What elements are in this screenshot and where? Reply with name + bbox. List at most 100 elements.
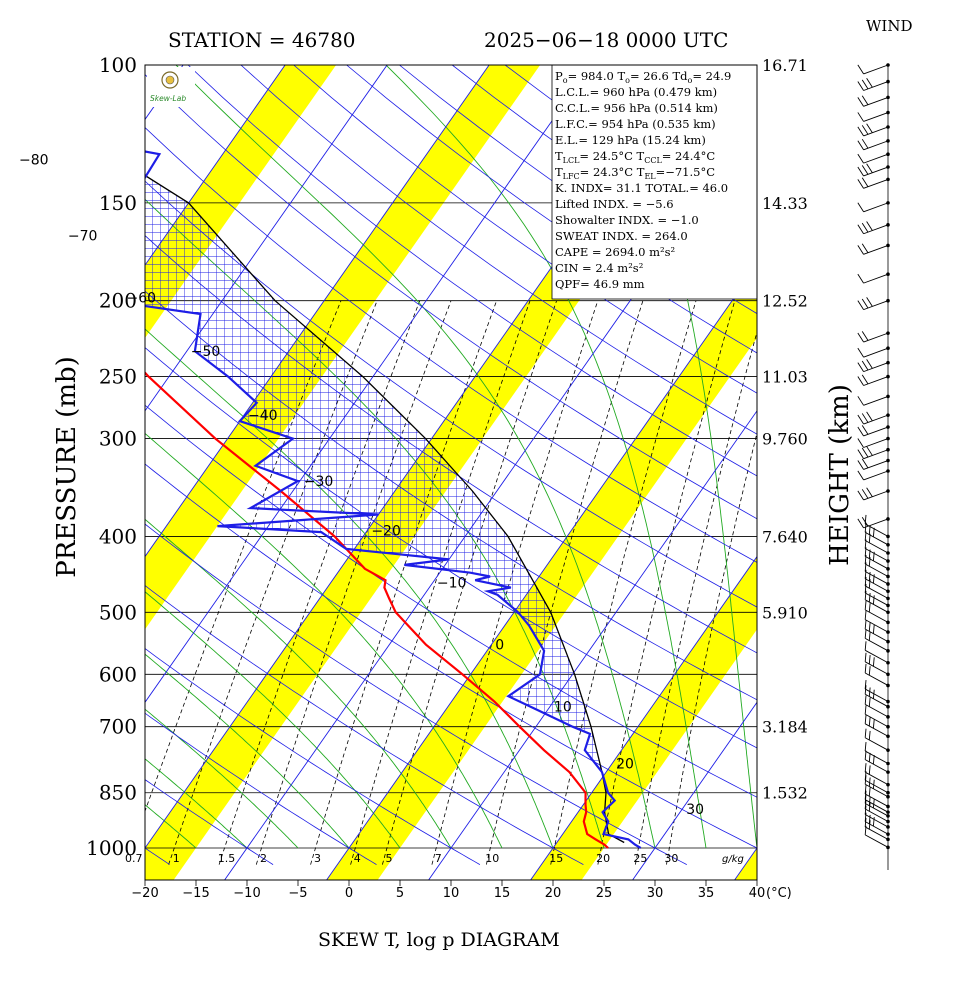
wind-barb-feather — [857, 518, 864, 529]
wind-barb-feather — [864, 790, 867, 800]
wind-barb-staff — [863, 64, 889, 75]
wind-barb-staff — [863, 376, 889, 386]
mixing-ratio-label: 25 — [633, 852, 647, 865]
x-tick-label: 0 — [345, 886, 353, 901]
wind-barb-feather — [868, 717, 871, 727]
height-label: 1.532 — [762, 784, 808, 803]
wind-barb-feather — [868, 752, 871, 762]
wind-barb-feather — [857, 470, 864, 481]
moist-adiabat — [145, 432, 503, 849]
wind-barb-staff — [864, 649, 889, 664]
wind-point — [886, 110, 890, 115]
wind-barb-feather — [861, 489, 869, 499]
wind-barb-feather — [868, 802, 871, 812]
wind-barb-feather — [857, 166, 864, 177]
dry-adiabat — [145, 779, 274, 865]
mixing-ratio-line — [666, 431, 757, 865]
wind-barb-staff — [863, 438, 889, 448]
dry-adiabat — [145, 290, 757, 701]
wind-barb-staff — [864, 619, 889, 633]
isotherm-label: −40 — [248, 408, 278, 424]
wind-barb-staff — [864, 703, 889, 718]
wind-barb-staff — [863, 449, 889, 460]
mixing-ratio-label: 5 — [385, 852, 392, 865]
wind-barb-feather — [872, 755, 875, 765]
wind-point — [886, 79, 890, 84]
wind-barb-feather — [864, 680, 867, 690]
wind-barb-feather — [866, 487, 873, 497]
wind-barb-staff — [864, 723, 889, 737]
mixing-ratio-unit-label: g/kg — [722, 854, 744, 865]
wind-barb-feather — [857, 438, 864, 448]
y2-axis-title: HEIGHT (km) — [825, 384, 855, 566]
wind-barb-column — [857, 63, 890, 870]
dry-adiabat — [145, 235, 757, 654]
wind-barb-staff — [864, 688, 889, 702]
wind-barb-staff — [863, 140, 889, 151]
isotherm-band — [145, 65, 541, 630]
wind-barb-feather — [857, 97, 864, 107]
x-tick-label: 25 — [596, 886, 613, 901]
wind-barb-staff — [864, 585, 889, 599]
wind-barb-feather — [868, 571, 871, 582]
wind-barb-feather — [864, 629, 867, 639]
dry-adiabat — [145, 648, 481, 865]
wind-barb-feather — [868, 525, 871, 535]
wind-barb-feather — [857, 460, 864, 470]
x-tick-label: 30 — [647, 886, 664, 901]
wind-barb-staff — [864, 599, 889, 613]
x-tick-label: 40 — [749, 886, 766, 901]
isotherm-line — [326, 264, 757, 880]
x-tick-label: 20 — [545, 886, 562, 901]
wind-barb-staff — [864, 793, 889, 807]
dry-adiabat — [187, 65, 757, 477]
x-tick-label: −5 — [288, 886, 307, 901]
wind-barb-staff — [864, 814, 889, 828]
wind-barb-staff — [864, 592, 889, 606]
wind-barb-feather — [864, 583, 867, 594]
wind-barb-feather — [861, 243, 869, 253]
wind-label: WIND — [866, 17, 913, 35]
wind-barb-feather — [868, 697, 871, 707]
isotherm-label: 10 — [554, 700, 572, 716]
mixing-ratio-label: 4 — [354, 852, 361, 865]
pressure-label: 1000 — [86, 836, 137, 860]
mixing-ratio-line — [550, 300, 697, 865]
wind-barb-feather — [861, 298, 869, 309]
isotherm-line — [530, 555, 757, 880]
wind-barb-staff — [864, 661, 889, 675]
mixing-ratio-label: 0.7 — [125, 852, 143, 865]
logo-text: Skew-Lab — [150, 94, 186, 103]
isotherm-label: −60 — [126, 290, 156, 306]
wind-barb-feather — [868, 593, 871, 603]
height-label: 12.52 — [762, 292, 808, 311]
wind-barb-feather — [857, 179, 864, 189]
index-line: CAPE = 2694.0 m²s² — [555, 245, 675, 259]
wind-barb-staff — [863, 490, 889, 501]
wind-barb-feather — [866, 221, 873, 231]
pressure-label: 300 — [99, 427, 137, 451]
wind-barb-feather — [866, 446, 873, 456]
dry-adiabat — [145, 74, 757, 520]
wind-barb-feather — [872, 657, 875, 667]
moist-adiabat — [145, 328, 554, 849]
moist-adiabat — [605, 65, 757, 849]
index-line: L.C.L.= 960 hPa (0.479 km) — [555, 85, 717, 99]
pressure-label: 500 — [99, 600, 137, 624]
x-tick-label: 10 — [443, 886, 460, 901]
isotherm-label: −80 — [19, 152, 49, 168]
wind-barb-feather — [857, 396, 864, 406]
wind-barb-feather — [864, 652, 867, 662]
y-axis-title: PRESSURE (mb) — [52, 356, 82, 578]
wind-barb-staff — [863, 112, 889, 122]
logo: Skew-Lab — [147, 67, 195, 107]
wind-barb-feather — [866, 297, 873, 307]
dry-adiabat — [240, 65, 757, 435]
wind-barb-feather — [872, 527, 875, 537]
mixing-ratio-line — [218, 300, 421, 865]
index-line: C.C.L.= 956 hPa (0.514 km) — [555, 101, 718, 115]
wind-barb-staff — [863, 347, 889, 358]
dry-adiabat — [145, 523, 687, 865]
mixing-ratio-label: 3 — [314, 852, 321, 865]
